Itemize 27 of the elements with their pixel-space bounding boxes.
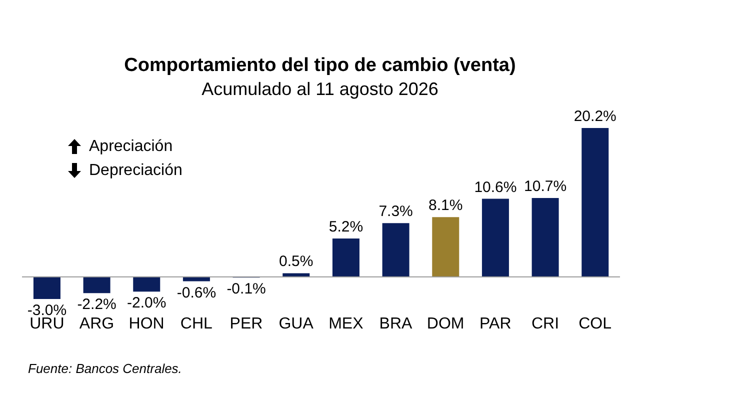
data-label: 7.3%	[378, 203, 413, 220]
data-label: 10.7%	[524, 178, 567, 196]
chart-subtitle: Acumulado al 11 agosto 2026	[200, 79, 440, 100]
x-tick-label: MEX	[328, 315, 364, 332]
data-label: -2.2%	[77, 296, 116, 314]
source-note: Fuente: Bancos Centrales.	[28, 361, 182, 376]
data-label: -0.6%	[176, 284, 216, 302]
annotation: Depreciación	[88, 162, 182, 180]
x-tick-label: ARG	[79, 315, 114, 332]
x-tick-label: PER	[230, 315, 263, 332]
x-tick-label: GUA	[278, 315, 314, 332]
x-tick-label: BRA	[379, 315, 413, 332]
data-label: 0.5%	[279, 253, 314, 270]
x-tick-label: HON	[128, 315, 164, 332]
chart-title: Comportamiento del tipo de cambio (venta)	[123, 55, 517, 77]
x-tick-label: DOM	[426, 315, 464, 332]
annotation: Apreciación	[88, 138, 173, 156]
data-label: -0.1%	[226, 280, 266, 298]
data-label: -2.0%	[127, 294, 166, 312]
data-label: 8.1%	[428, 197, 463, 214]
data-label: 20.2%	[574, 108, 616, 125]
x-tick-label: CRI	[531, 315, 560, 332]
x-tick-label: COL	[578, 315, 612, 332]
x-tick-label: CHL	[180, 315, 213, 332]
x-tick-label: PAR	[480, 315, 512, 332]
data-label: 10.6%	[474, 178, 517, 196]
data-label: 5.2%	[328, 218, 364, 236]
